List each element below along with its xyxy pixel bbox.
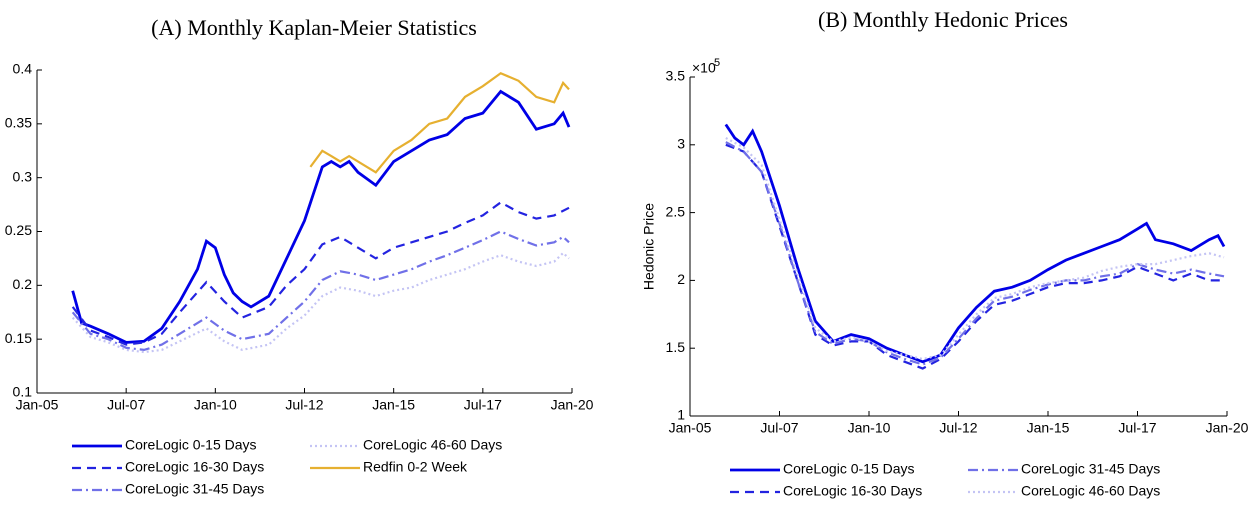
legend-label: CoreLogic 0-15 Days <box>783 461 915 477</box>
y-tick-label: 3 <box>677 136 685 152</box>
y-tick-label: 2.5 <box>666 203 686 219</box>
x-tick-label: Jul-17 <box>1118 420 1156 436</box>
chart-title: (A) Monthly Kaplan-Meier Statistics <box>151 15 477 40</box>
y-tick-label: 0.4 <box>13 61 33 77</box>
y-tick-label: 0.3 <box>13 168 33 184</box>
x-tick-label: Jan-10 <box>194 397 237 413</box>
x-tick-label: Jul-07 <box>107 397 145 413</box>
x-tick-label: Jul-07 <box>760 420 798 436</box>
y-tick-label: 2 <box>677 271 685 287</box>
series-line <box>724 123 1226 364</box>
y-tick-label: 1.5 <box>666 339 686 355</box>
series-line <box>309 71 570 174</box>
x-tick-label: Jan-20 <box>1206 420 1249 436</box>
y-tick-label: 3.5 <box>666 68 686 84</box>
series-line <box>725 137 1225 361</box>
x-tick-label: Jan-05 <box>16 397 59 413</box>
series-line <box>71 230 570 352</box>
y-tick-label: 0.35 <box>5 115 32 131</box>
y-multiplier: ×10 <box>692 60 716 76</box>
legend-label: CoreLogic 16-30 Days <box>125 459 264 475</box>
series-line <box>725 141 1225 366</box>
y-axis-label: Hedonic Price <box>641 203 657 290</box>
legend-label: CoreLogic 0-15 Days <box>125 437 257 453</box>
legend-label: CoreLogic 46-60 Days <box>363 437 502 453</box>
x-tick-label: Jul-17 <box>464 397 502 413</box>
y-tick-label: 0.2 <box>13 276 33 292</box>
x-tick-label: Jan-05 <box>669 420 712 436</box>
y-tick-label: 0.15 <box>5 330 32 346</box>
legend-label: Redfin 0-2 Week <box>363 459 468 475</box>
chart-title: (B) Monthly Hedonic Prices <box>818 7 1068 32</box>
x-tick-label: Jul-12 <box>939 420 977 436</box>
x-tick-label: Jan-15 <box>1027 420 1070 436</box>
series-line <box>71 251 570 354</box>
x-tick-label: Jan-15 <box>372 397 415 413</box>
y-tick-label: 0.25 <box>5 222 32 238</box>
series-line <box>71 89 571 344</box>
y-tick-label: 0.1 <box>13 384 33 400</box>
series-line <box>725 143 1224 370</box>
legend-label: CoreLogic 31-45 Days <box>1021 461 1160 477</box>
legend-label: CoreLogic 16-30 Days <box>783 483 922 499</box>
x-tick-label: Jul-12 <box>285 397 323 413</box>
y-tick-label: 1 <box>677 407 685 423</box>
x-tick-label: Jan-10 <box>848 420 891 436</box>
y-multiplier-exponent: 5 <box>714 57 720 69</box>
legend-label: CoreLogic 46-60 Days <box>1021 483 1160 499</box>
x-tick-label: Jan-20 <box>551 397 594 413</box>
series-line <box>71 201 570 346</box>
legend-label: CoreLogic 31-45 Days <box>125 481 264 497</box>
